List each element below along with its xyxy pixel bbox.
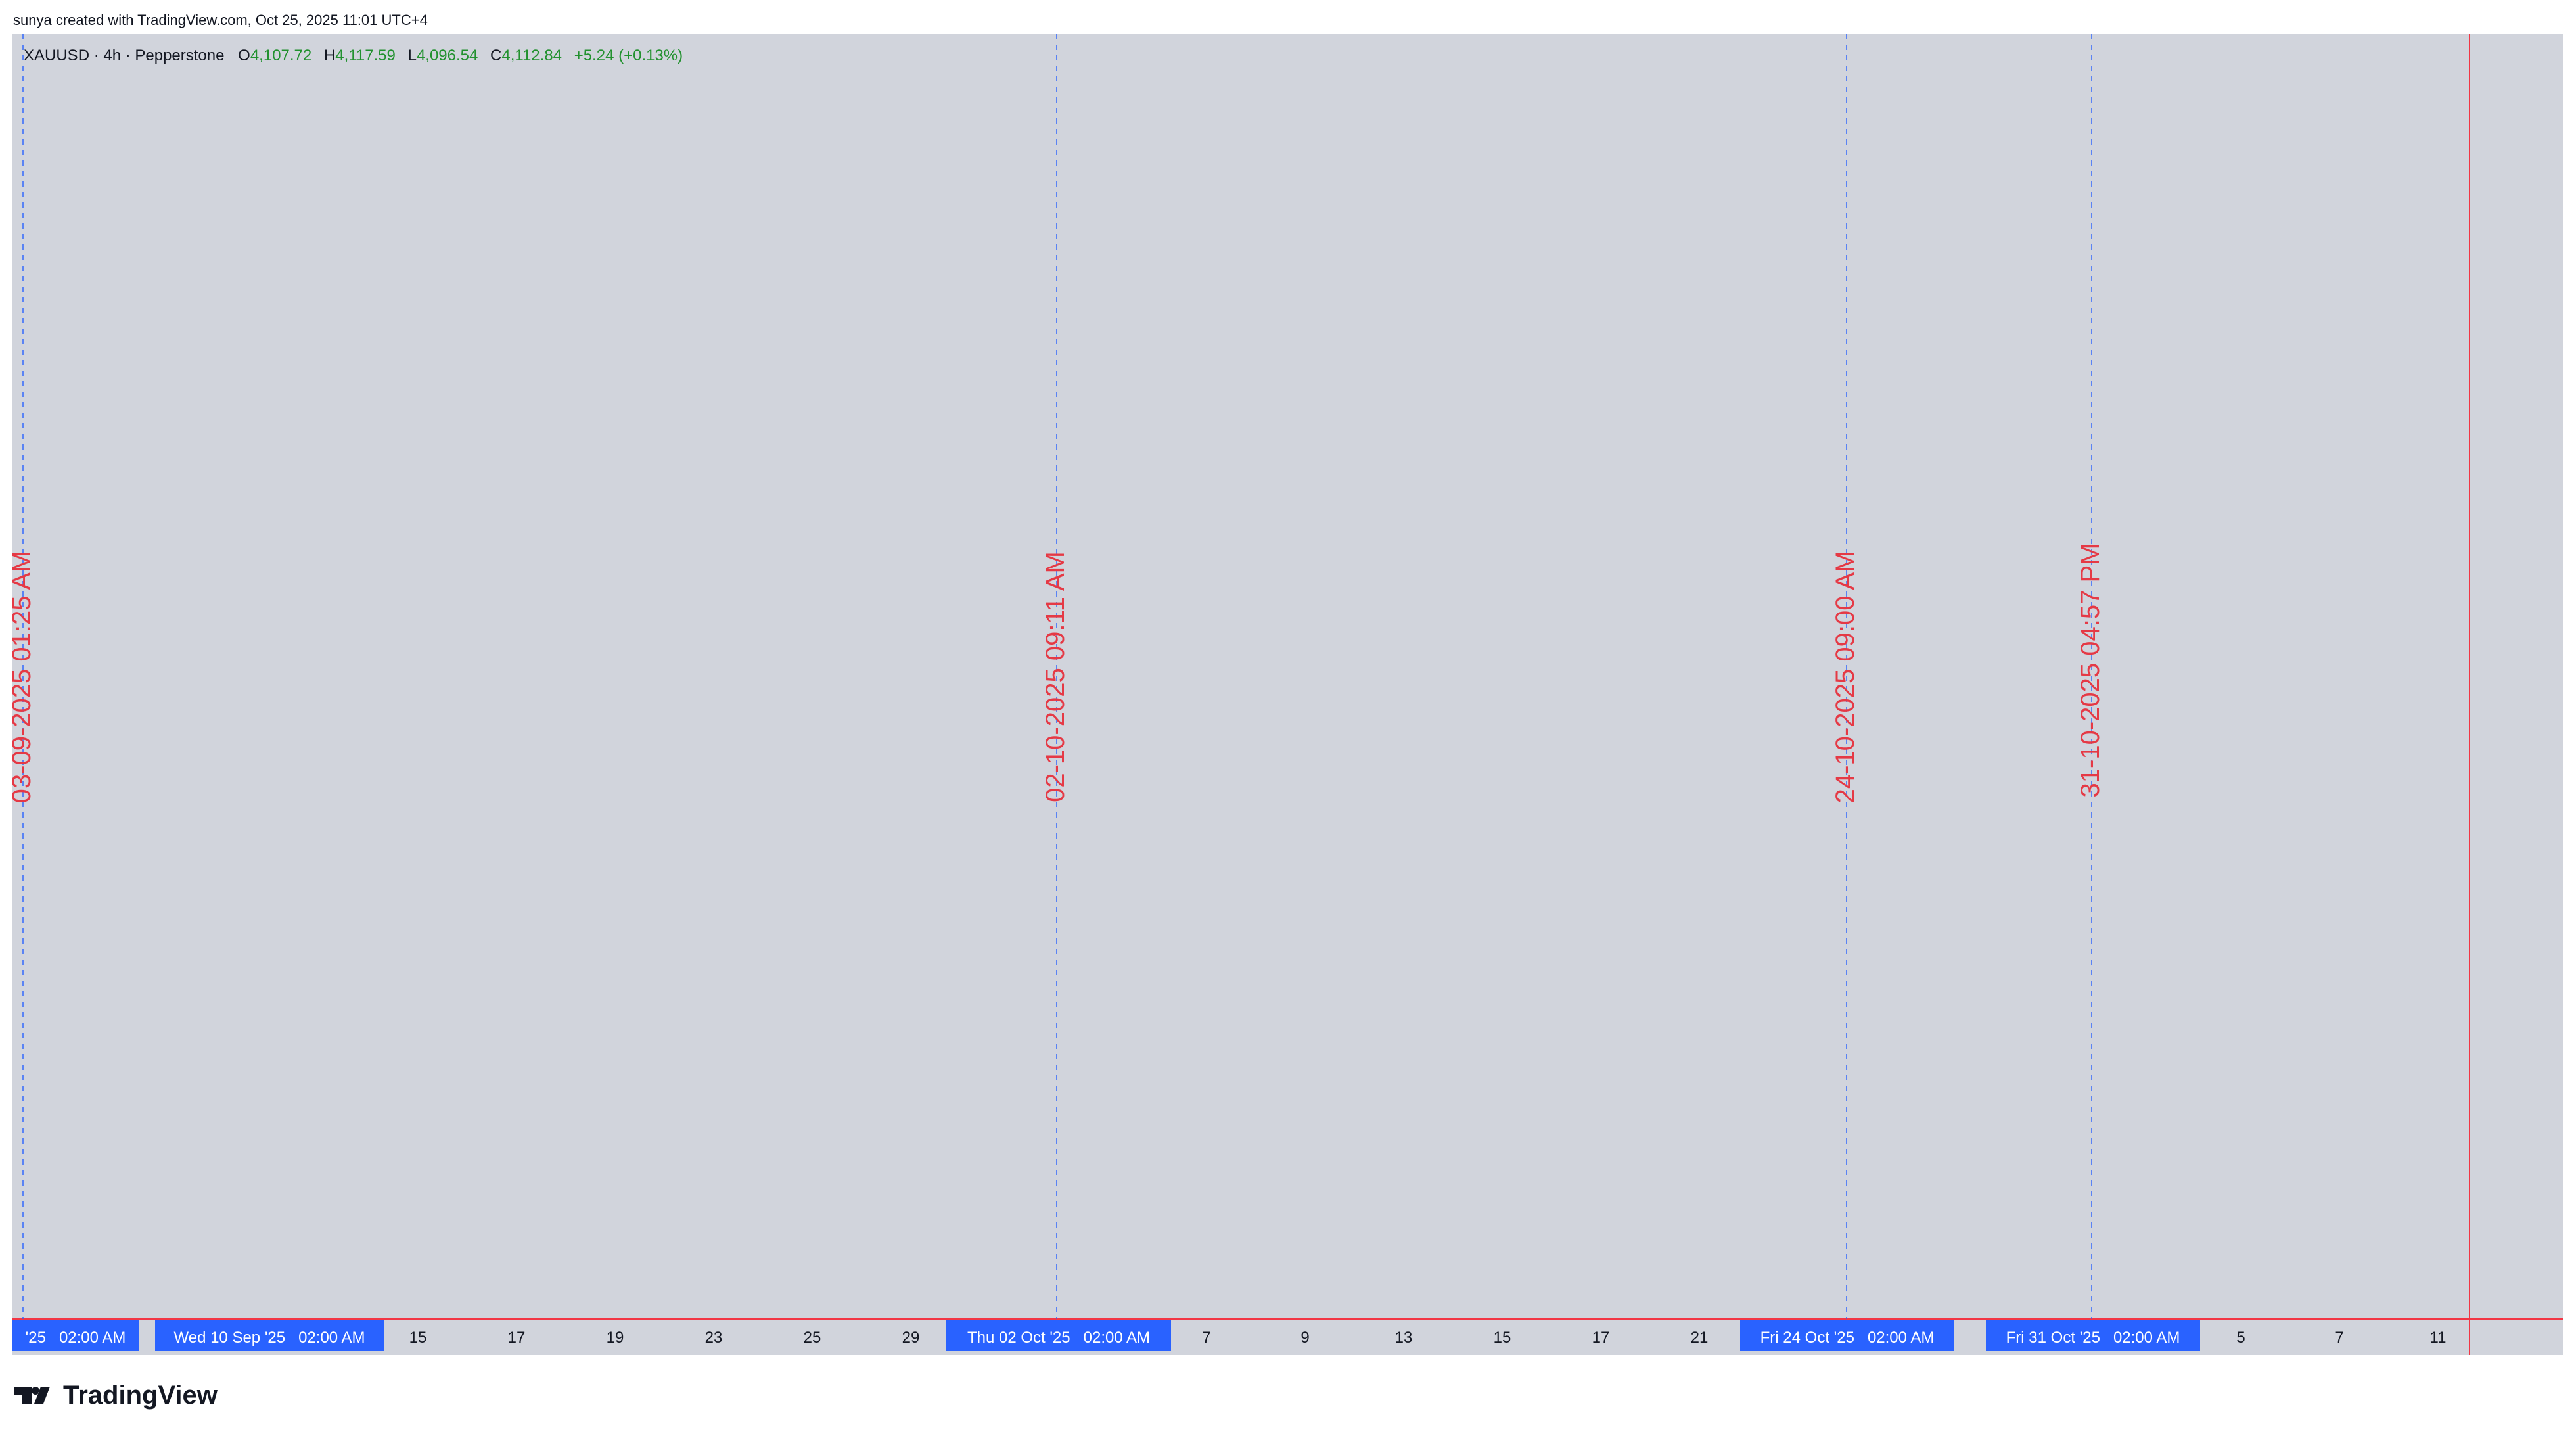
- time-tick-label: 17: [508, 1329, 526, 1347]
- plot-area[interactable]: [12, 34, 2471, 1319]
- legend-low-label: L: [408, 47, 417, 64]
- legend-close-value: 4,112.84: [501, 47, 562, 64]
- time-highlight-badge[interactable]: [12, 1320, 139, 1351]
- price-scale[interactable]: [2471, 34, 2563, 1319]
- header-credit: sunya created with TradingView.com, Oct …: [13, 12, 428, 28]
- legend-low-value: 4,096.54: [417, 47, 478, 64]
- time-highlight-label: Fri 31 Oct '25 02:00 AM: [2006, 1329, 2180, 1347]
- time-highlight-label: Fri 24 Oct '25 02:00 AM: [1760, 1329, 1935, 1347]
- vertical-marker-label: 02-10-2025 09:11 AM: [1041, 551, 1070, 802]
- time-highlight-badge[interactable]: [155, 1320, 384, 1351]
- time-tick-label: 21: [1691, 1329, 1709, 1347]
- time-tick-label: 7: [2335, 1329, 2343, 1347]
- legend-open-value: 4,107.72: [250, 47, 311, 64]
- time-tick-label: 23: [705, 1329, 723, 1347]
- time-tick-label: 29: [902, 1329, 920, 1347]
- tradingview-logo[interactable]: TradingView: [14, 1381, 218, 1410]
- time-tick-label: 25: [804, 1329, 821, 1347]
- time-highlight-label: '25 02:00 AM: [26, 1329, 126, 1347]
- time-highlight-label: Thu 02 Oct '25 02:00 AM: [967, 1329, 1150, 1347]
- legend-close-label: C: [490, 47, 501, 64]
- time-highlight-badge[interactable]: [1740, 1320, 1954, 1351]
- legend-symbol: XAUUSD · 4h · Pepperstone: [24, 47, 224, 64]
- time-highlight-badge[interactable]: [946, 1320, 1171, 1351]
- time-tick-label: 15: [1494, 1329, 1511, 1347]
- time-tick-label: 15: [409, 1329, 427, 1347]
- time-highlight-badge[interactable]: [1986, 1320, 2200, 1351]
- time-tick-label: 19: [607, 1329, 624, 1347]
- svg-text:XAUUSD · 4h · Pepperstone: XAUUSD · 4h · Pepperstone O4,107.72 H4,1…: [24, 47, 683, 64]
- tradingview-logo-icon: [14, 1387, 50, 1404]
- time-tick-label: 11: [2430, 1329, 2447, 1347]
- time-tick-label: 13: [1395, 1329, 1413, 1347]
- time-tick-label: 9: [1300, 1329, 1309, 1347]
- time-tick-label: 5: [2236, 1329, 2245, 1347]
- time-tick-label: 17: [1592, 1329, 1610, 1347]
- legend-change: +5.24 (+0.13%): [574, 47, 683, 64]
- legend-high-label: H: [324, 47, 335, 64]
- time-highlight-label: Wed 10 Sep '25 02:00 AM: [174, 1329, 365, 1347]
- symbol-legend[interactable]: XAUUSD · 4h · Pepperstone O4,107.72 H4,1…: [24, 47, 683, 64]
- vertical-marker-label: 31-10-2025 04:57 PM: [2076, 544, 2105, 798]
- legend-high-value: 4,117.59: [335, 47, 396, 64]
- tradingview-logo-text: TradingView: [63, 1381, 218, 1410]
- vertical-marker-label: 24-10-2025 09:00 AM: [1831, 551, 1860, 804]
- legend-open-label: O: [238, 47, 250, 64]
- time-tick-label: 7: [1202, 1329, 1210, 1347]
- vertical-marker-label: 03-09-2025 01:25 AM: [7, 551, 36, 804]
